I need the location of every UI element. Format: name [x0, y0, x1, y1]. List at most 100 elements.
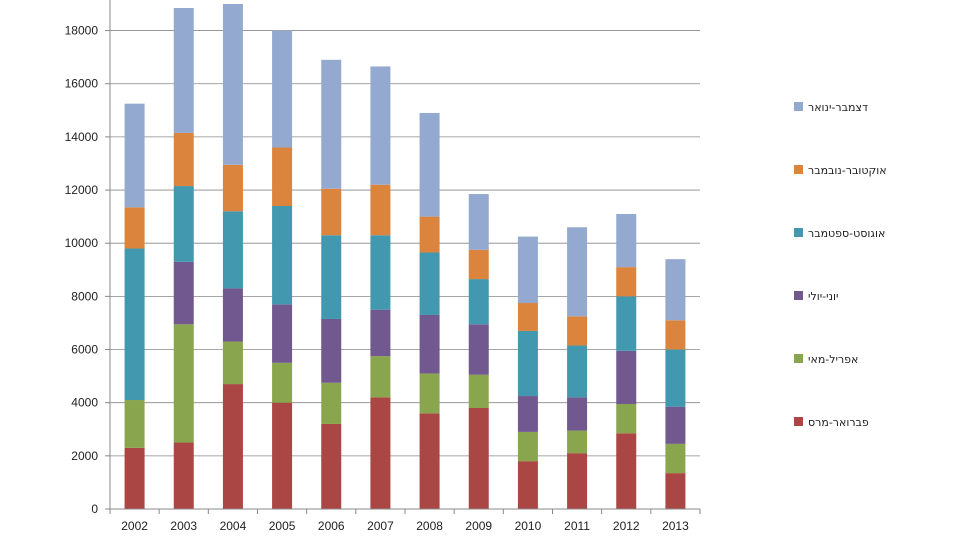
x-tick-label: 2012 [613, 519, 640, 533]
y-tick-label: 0 [91, 502, 98, 516]
legend-label: אפריל-מאי [808, 353, 858, 366]
legend: דצמבר-ינואר אוקטובר-נובמבר אוגוסט-ספטמבר יו… [794, 101, 887, 429]
x-tick-label: 2011 [564, 519, 590, 533]
bar-segment [321, 382, 342, 424]
bar-segment [665, 259, 686, 321]
y-tick-label: 2000 [71, 449, 98, 463]
legend-label: דצמבר-ינואר [808, 101, 868, 114]
bar-segment [468, 249, 489, 280]
x-tick-label: 2003 [170, 519, 197, 533]
bar-segment [222, 288, 243, 342]
x-tick-label: 2007 [367, 519, 394, 533]
bar-segment [567, 345, 588, 398]
bar-segment [124, 207, 145, 249]
bar-segment [616, 267, 637, 297]
bar-segment [173, 442, 194, 509]
bar-segment [665, 406, 686, 444]
bar-segment [665, 349, 686, 407]
bar-segment [272, 30, 293, 148]
bar-segment [468, 279, 489, 325]
bar-segment [272, 147, 293, 206]
bar-segment [272, 304, 293, 363]
legend-label: אוקטובר-נובמבר [808, 164, 887, 177]
bar-segment [173, 261, 194, 325]
legend-label: יוני-יולי [808, 290, 838, 303]
bar-segment [665, 320, 686, 350]
legend-swatch [794, 417, 803, 426]
bar-segment [419, 216, 440, 253]
bar-segment [272, 206, 293, 305]
bar-segment [616, 350, 637, 405]
bar-segment [616, 433, 637, 509]
legend-label: אוגוסט-ספטמבר [808, 227, 885, 240]
bar-segment [616, 296, 637, 351]
bar-segment [321, 318, 342, 383]
legend-swatch [794, 291, 803, 300]
bar-segment [517, 330, 538, 397]
bar-segment [419, 314, 440, 374]
bar-segment [419, 373, 440, 414]
y-tick-label: 8000 [71, 289, 98, 303]
x-tick-label: 2005 [269, 519, 296, 533]
bar-segment [370, 66, 391, 185]
x-tick-label: 2009 [465, 519, 492, 533]
legend-swatch [794, 165, 803, 174]
bar-segment [124, 248, 145, 401]
x-tick-labels: 2002 2003 2004 2005 2006 2007 2008 2009 2010 2011… [121, 519, 689, 533]
x-tick-label: 2010 [515, 519, 542, 533]
bar-segment [517, 461, 538, 509]
bar-segment [419, 252, 440, 315]
y-tick-label: 12000 [65, 183, 99, 197]
y-tick-label: 10000 [65, 236, 99, 250]
bar-segment [321, 423, 342, 509]
bar-segment [665, 443, 686, 474]
legend-swatch [794, 354, 803, 363]
bar-segment [517, 236, 538, 304]
bar-segment [468, 374, 489, 408]
gridlines [110, 30, 700, 457]
bar-segment [567, 453, 588, 509]
y-tick-label: 14000 [65, 130, 99, 144]
bar-segment [321, 235, 342, 319]
bar-segment [370, 309, 391, 357]
bar-segment [370, 356, 391, 398]
x-tick-label: 2002 [121, 519, 148, 533]
y-tick-labels: 0 2000 4000 6000 8000 10000 12000 14000 16000 180… [65, 24, 99, 516]
x-tick-label: 2006 [318, 519, 345, 533]
bar-segment [222, 384, 243, 509]
bar-segment [222, 211, 243, 289]
axes [105, 0, 701, 514]
bar-segment [567, 397, 588, 431]
bar-segment [173, 324, 194, 443]
bar-segment [173, 132, 194, 187]
y-tick-label: 18000 [65, 24, 99, 38]
bar-segment [517, 431, 538, 462]
bar-segment [567, 316, 588, 346]
bar-segment [567, 430, 588, 454]
y-tick-label: 6000 [71, 343, 98, 357]
bar-segment [616, 404, 637, 434]
bar-segment [222, 4, 243, 165]
bar-segment [665, 473, 686, 509]
bar-segment [124, 400, 145, 448]
bar-segment [272, 402, 293, 509]
bar-segment [124, 103, 145, 208]
legend-swatch [794, 102, 803, 111]
bar-segment [272, 362, 293, 403]
legend-swatch [794, 228, 803, 237]
bar-segment [370, 235, 391, 310]
x-tick-label: 2004 [220, 519, 247, 533]
y-tick-label: 4000 [71, 396, 98, 410]
bar-segment [468, 194, 489, 250]
bar-segment [616, 213, 637, 268]
bar-segment [419, 413, 440, 509]
bar-segment [370, 184, 391, 236]
x-tick-label: 2008 [416, 519, 443, 533]
bar-segment [517, 303, 538, 331]
bar-segment [419, 112, 440, 217]
bars [124, 4, 686, 509]
bar-segment [222, 341, 243, 385]
bar-segment [370, 397, 391, 509]
bar-segment [222, 164, 243, 212]
